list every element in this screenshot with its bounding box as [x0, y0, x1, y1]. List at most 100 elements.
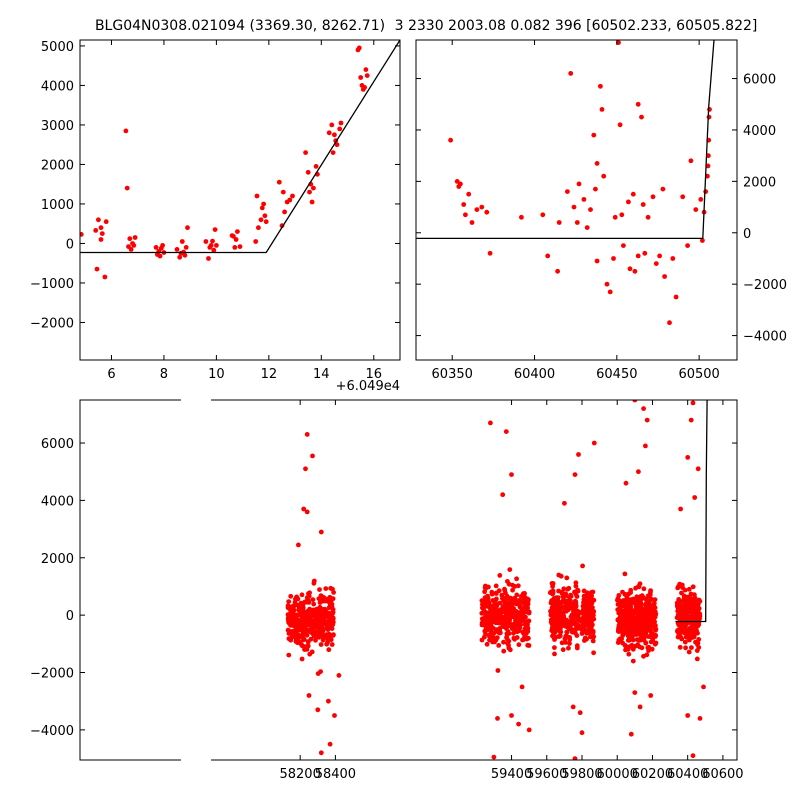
data-point [563, 603, 569, 609]
data-point [288, 593, 294, 599]
data-point [589, 629, 594, 635]
data-point [689, 597, 695, 602]
model-line [416, 40, 715, 240]
data-point [330, 616, 336, 622]
data-point [630, 646, 636, 652]
data-point [574, 618, 580, 623]
data-point [517, 597, 523, 603]
data-point [448, 137, 453, 143]
data-point [524, 609, 529, 615]
data-point [574, 613, 580, 619]
data-point [509, 472, 514, 477]
data-point [700, 238, 705, 243]
plot-area [285, 400, 708, 760]
data-point [298, 613, 304, 618]
y-tick-label: 0 [66, 237, 74, 252]
data-point [297, 640, 303, 645]
data-point [687, 629, 693, 635]
data-point [208, 243, 214, 248]
data-point [521, 593, 526, 598]
data-point [483, 624, 489, 630]
data-point [555, 614, 561, 619]
x-tick-label: 6 [107, 367, 115, 382]
data-point [680, 194, 686, 200]
data-point [635, 253, 641, 259]
data-point [304, 432, 310, 437]
data-point [573, 626, 579, 632]
data-point [235, 229, 240, 235]
data-point [574, 643, 580, 649]
data-point [574, 633, 580, 638]
data-point [506, 645, 512, 651]
data-point [630, 596, 636, 602]
data-point [506, 638, 512, 644]
data-point [314, 613, 320, 619]
y-tick-label: 5000 [41, 40, 74, 55]
data-point [598, 83, 603, 89]
data-point [564, 575, 570, 581]
data-point [660, 186, 666, 192]
data-point [317, 587, 322, 592]
data-point [124, 185, 130, 191]
data-point [256, 225, 261, 231]
data-point [549, 609, 555, 614]
data-point [259, 205, 265, 211]
data-point [296, 542, 301, 548]
data-point [319, 610, 325, 616]
axes-frame [79, 39, 401, 361]
data-point [567, 641, 572, 646]
data-point [681, 595, 687, 601]
x-tick-label: 60000 [597, 767, 638, 782]
data-point [653, 261, 659, 266]
data-point [282, 209, 287, 215]
data-point [706, 114, 712, 120]
y-tick-label: −1000 [30, 277, 74, 292]
data-point [515, 583, 521, 589]
x-tick-label: 8 [160, 367, 168, 382]
data-point [584, 225, 590, 231]
data-point [555, 268, 560, 274]
y-tick-label: −2000 [30, 316, 74, 331]
data-point [575, 609, 581, 614]
data-point [622, 571, 628, 577]
data-point [623, 592, 629, 597]
y-tick-label: 6000 [743, 73, 776, 88]
data-point [648, 588, 653, 593]
data-point [131, 243, 137, 248]
data-point [634, 609, 640, 614]
data-point [697, 716, 703, 721]
data-point [309, 618, 314, 623]
data-point [487, 620, 493, 625]
data-point [703, 189, 709, 195]
data-point [616, 629, 622, 634]
data-point [488, 624, 494, 629]
y-tick-label: 2000 [743, 175, 776, 190]
data-point [561, 586, 567, 592]
plot-area [416, 40, 715, 326]
data-point [334, 142, 340, 148]
data-point [594, 258, 600, 264]
data-point [616, 637, 622, 643]
data-point [677, 644, 683, 650]
data-point [568, 598, 573, 604]
data-point [317, 604, 323, 610]
data-point [321, 636, 326, 641]
data-point [692, 592, 697, 598]
data-point [693, 607, 699, 613]
data-point [621, 598, 626, 603]
data-point [331, 590, 336, 595]
y-tick-label: 4000 [743, 124, 776, 139]
data-point [550, 588, 556, 594]
data-point [524, 619, 530, 625]
data-point [503, 429, 509, 434]
data-point [555, 609, 560, 614]
data-point [552, 645, 557, 650]
data-point [632, 268, 638, 274]
data-point [690, 584, 696, 590]
data-point [693, 207, 699, 213]
data-point [591, 608, 596, 614]
data-point [566, 645, 571, 651]
data-point [635, 101, 641, 107]
data-point [307, 628, 313, 634]
data-point [696, 620, 702, 625]
